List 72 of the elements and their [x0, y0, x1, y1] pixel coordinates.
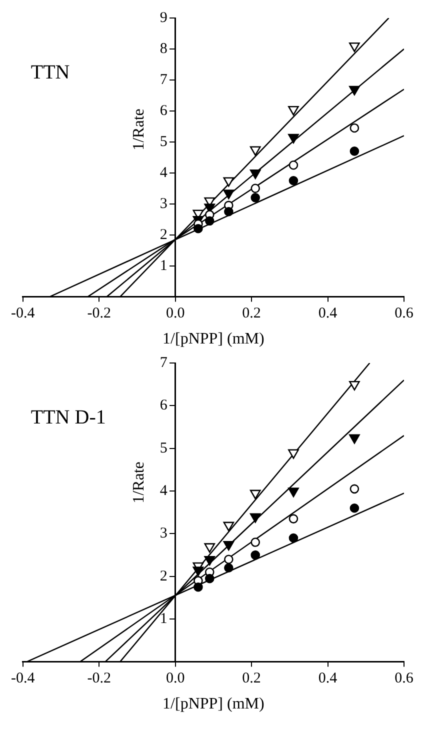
x-tick-label: 0.4 [318, 306, 338, 322]
point [350, 484, 360, 494]
x-axis-title: 1/[pNPP] (mM) [162, 330, 264, 348]
point [223, 541, 234, 551]
point [288, 533, 298, 543]
point [288, 160, 298, 170]
point [204, 574, 214, 584]
y-tick-label: 6 [160, 102, 168, 119]
point [204, 543, 216, 553]
point [250, 550, 260, 560]
y-tick-label: 1 [160, 258, 168, 274]
point [223, 522, 234, 532]
point [350, 503, 360, 513]
y-tick-label: 1 [160, 611, 168, 628]
point [350, 123, 360, 133]
x-tick-label: -0.4 [11, 306, 36, 322]
point [250, 146, 261, 156]
y-axis-title: 1/Rate [130, 462, 148, 504]
y-tick-label: 7 [160, 72, 168, 88]
point [288, 514, 298, 524]
point [194, 224, 203, 234]
point [288, 106, 299, 116]
point [250, 169, 261, 180]
point [224, 206, 234, 216]
point [349, 42, 360, 52]
point [250, 490, 261, 500]
y-tick-label: 8 [160, 40, 168, 57]
point [288, 488, 299, 498]
y-tick-label: 4 [160, 164, 168, 181]
point [250, 193, 260, 202]
x-tick-label: -0.4 [11, 670, 36, 687]
point [223, 190, 234, 200]
point [224, 554, 234, 564]
y-tick-label: 5 [160, 440, 168, 456]
point [288, 176, 298, 186]
y-tick-label: 2 [160, 226, 168, 243]
point [349, 86, 360, 96]
point [349, 380, 360, 390]
x-tick-label: 0.6 [394, 306, 414, 322]
x-tick-label: 0.6 [394, 670, 414, 687]
x-tick-label: -0.2 [87, 306, 111, 322]
text: TTN [30, 61, 70, 84]
y-tick-label: 3 [160, 196, 168, 212]
y-tick-label: 6 [160, 398, 168, 414]
point [192, 566, 204, 576]
point [288, 134, 299, 144]
x-axis-title: 1/[pNPP] (mM) [162, 696, 264, 713]
x-tick-label: 0.4 [318, 670, 338, 687]
y-tick-label: 5 [160, 134, 168, 150]
point [250, 184, 260, 194]
y-tick-label: 2 [160, 568, 168, 584]
point [288, 449, 299, 459]
point [349, 434, 360, 444]
x-tick-label: 0.0 [166, 306, 185, 322]
point [224, 563, 234, 573]
x-tick-label: -0.2 [87, 670, 111, 687]
point [250, 513, 261, 523]
point [223, 177, 234, 187]
point [250, 538, 260, 547]
point [204, 556, 216, 566]
x-tick-label: 0.2 [242, 306, 261, 322]
point [194, 582, 203, 592]
x-tick-label: 0.0 [166, 670, 185, 687]
y-tick-label: 4 [160, 482, 168, 499]
point [350, 146, 360, 156]
point [204, 216, 214, 226]
y-tick-label: 3 [160, 526, 168, 542]
text: TTN D-1 [30, 406, 106, 428]
y-tick-label: 9 [160, 10, 168, 26]
x-tick-label: 0.2 [242, 670, 261, 687]
y-tick-label: 7 [160, 354, 168, 371]
y-axis-title: 1/Rate [130, 108, 148, 150]
